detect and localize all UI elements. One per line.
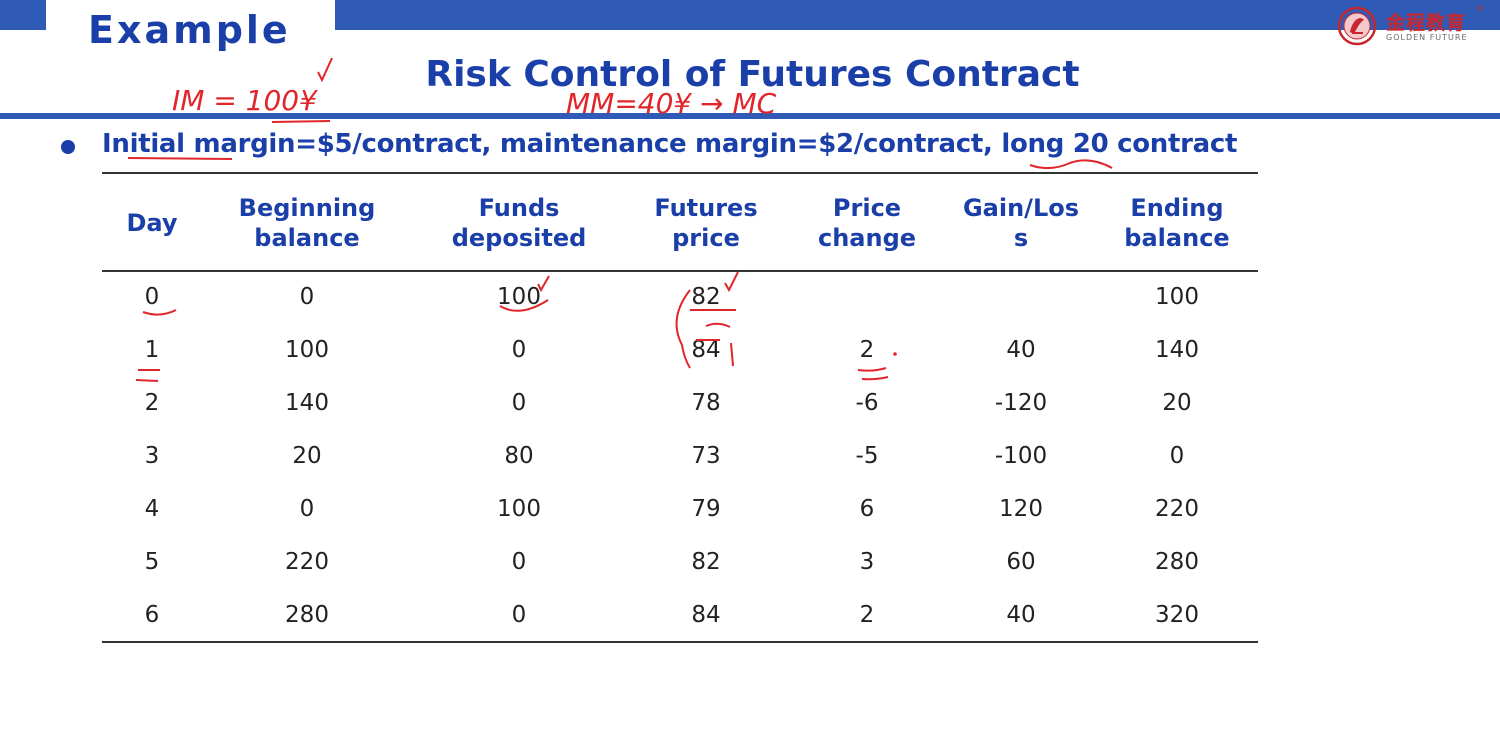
cell-funds-deposited: 0 — [511, 549, 527, 575]
cell-funds-deposited: 0 — [511, 390, 527, 416]
table-header-rule — [102, 270, 1258, 272]
cell-price-change: -5 — [855, 443, 879, 469]
cell-ending-balance: 220 — [1155, 496, 1199, 522]
column-header-gain-loss: Gain/Los s — [963, 193, 1079, 253]
cell-futures-price: 79 — [691, 496, 721, 522]
cell-day: 4 — [144, 496, 160, 522]
column-header-price-change: Price change — [818, 193, 916, 253]
cell-futures-price: 82 — [691, 549, 721, 575]
underline-long-20 — [1029, 159, 1113, 169]
logo-english-name: GOLDEN FUTURE — [1386, 33, 1468, 42]
cell-beginning-balance: 140 — [285, 390, 329, 416]
cell-funds-deposited: 100 — [497, 496, 541, 522]
cell-beginning-balance: 20 — [292, 443, 322, 469]
column-header-line: change — [817, 224, 917, 252]
column-header-funds-deposited: Funds deposited — [452, 193, 587, 253]
header-bar — [335, 0, 1500, 30]
checkmark-icon — [724, 271, 739, 293]
column-header-line: deposited — [451, 224, 587, 252]
cell-gain-loss: -100 — [994, 443, 1048, 469]
logo-emblem-icon — [1337, 6, 1377, 46]
cell-gain-loss: 60 — [1006, 549, 1036, 575]
column-header-line: Ending — [1130, 194, 1224, 222]
column-header-line: balance — [1124, 224, 1230, 252]
bracket-stroke — [675, 289, 691, 369]
cell-day: 6 — [144, 602, 160, 628]
column-header-line: Gain/Los — [962, 194, 1080, 222]
column-header-line: Funds — [478, 194, 560, 222]
cell-ending-balance: 20 — [1162, 390, 1192, 416]
column-header-line: Day — [126, 209, 178, 237]
cell-ending-balance: 140 — [1155, 337, 1199, 363]
annotation-stroke — [857, 367, 889, 381]
column-header-line: Beginning — [238, 194, 376, 222]
cell-day: 2 — [144, 390, 160, 416]
cell-beginning-balance: 100 — [285, 337, 329, 363]
cell-funds-deposited: 100 — [497, 284, 541, 310]
table-top-rule — [102, 172, 1258, 174]
cell-day: 3 — [144, 443, 160, 469]
logo-registered-mark: ® — [1476, 4, 1484, 13]
example-label: Example — [88, 8, 291, 52]
header-accent-strip — [0, 0, 46, 30]
cell-ending-balance: 320 — [1155, 602, 1199, 628]
column-header-line: balance — [254, 224, 360, 252]
cell-futures-price: 84 — [691, 337, 721, 363]
cell-beginning-balance: 280 — [285, 602, 329, 628]
cell-price-change: 2 — [859, 337, 875, 363]
cell-futures-price: 82 — [691, 284, 721, 310]
cell-beginning-balance: 220 — [285, 549, 329, 575]
cell-price-change: 2 — [859, 602, 875, 628]
cell-day: 1 — [144, 337, 160, 363]
annotation-stroke — [730, 342, 734, 367]
cell-ending-balance: 0 — [1169, 443, 1185, 469]
cell-futures-price: 73 — [691, 443, 721, 469]
slide-title: Risk Control of Futures Contract — [425, 54, 1080, 95]
column-header-line: Futures — [654, 194, 758, 222]
column-header-beginning-balance: Beginning balance — [239, 193, 376, 253]
cell-beginning-balance: 0 — [299, 284, 315, 310]
column-header-line: s — [1013, 224, 1029, 252]
column-header-day: Day — [126, 208, 177, 238]
cell-day: 0 — [144, 284, 160, 310]
annotation-stroke — [142, 309, 177, 316]
cell-beginning-balance: 0 — [299, 496, 315, 522]
title-underline-bar — [0, 113, 1500, 119]
cell-futures-price: 78 — [691, 390, 721, 416]
company-logo: 金程教育 GOLDEN FUTURE ® — [1337, 4, 1487, 46]
cell-gain-loss: 120 — [999, 496, 1043, 522]
cell-price-change: -6 — [855, 390, 879, 416]
annotation-stroke — [135, 369, 160, 382]
cell-funds-deposited: 0 — [511, 337, 527, 363]
column-header-ending-balance: Ending balance — [1124, 193, 1229, 253]
annotation-dot — [893, 352, 897, 356]
cell-funds-deposited: 80 — [504, 443, 534, 469]
cell-funds-deposited: 0 — [511, 602, 527, 628]
cell-ending-balance: 280 — [1155, 549, 1199, 575]
bullet-text: Initial margin=$5/contract, maintenance … — [102, 129, 1238, 159]
cell-gain-loss: 40 — [1006, 337, 1036, 363]
column-header-futures-price: Futures price — [654, 193, 757, 253]
cell-gain-loss: 40 — [1006, 602, 1036, 628]
cell-gain-loss: -120 — [994, 390, 1048, 416]
bullet-point-icon — [61, 140, 75, 154]
annotation-stroke — [271, 120, 331, 123]
column-header-line: price — [672, 224, 740, 252]
cell-price-change: 3 — [859, 549, 875, 575]
column-header-line: Price — [832, 194, 902, 222]
cell-price-change: 6 — [859, 496, 875, 522]
cell-ending-balance: 100 — [1155, 284, 1199, 310]
cell-futures-price: 84 — [691, 602, 721, 628]
cell-day: 5 — [144, 549, 160, 575]
logo-chinese-name: 金程教育 — [1386, 12, 1467, 34]
table-bottom-rule — [102, 641, 1258, 643]
